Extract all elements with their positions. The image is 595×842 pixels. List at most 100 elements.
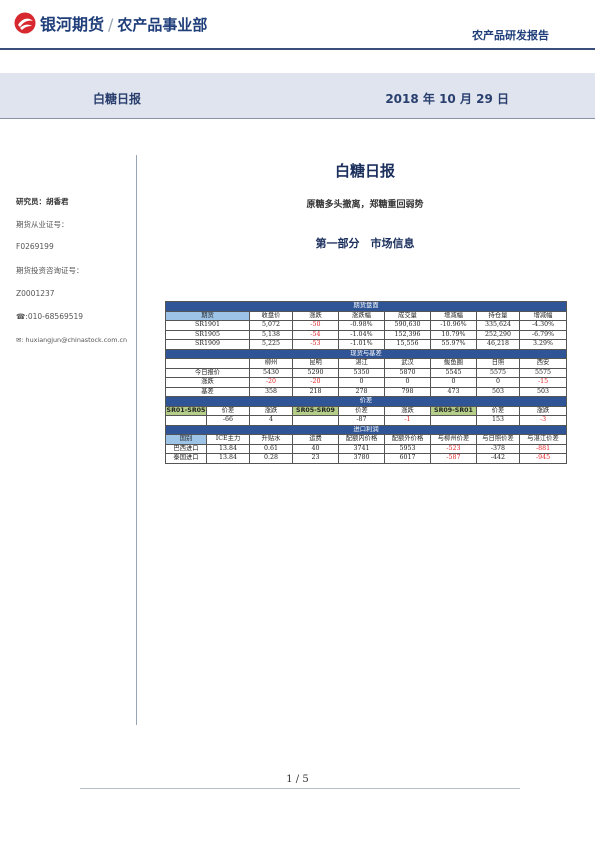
table-cell: 335,624 [476,320,520,331]
column-header: 成交量 [384,310,431,321]
table-cell [430,415,477,426]
column-header: 与日照价差 [476,434,520,445]
table-cell: -945 [518,453,568,464]
email-address[interactable]: ✉: huxiangjun@chinastock.com.cn [16,336,128,344]
table-cell: -1.04% [338,329,385,340]
table-cell: 3780 [338,453,385,464]
column-header: 配额内价格 [338,434,385,445]
table-cell: 今日报价 [165,367,250,378]
banner-divider [0,118,595,119]
column-header: 增减幅 [430,310,477,321]
futures-row: SR1901 5,072 -50 -0.98% 590,630 -10.96% 335,62… [165,320,568,331]
table-cell: SR1905 [165,329,250,340]
table-cell: 5953 [384,443,431,454]
section-header-row: 期货盘面 [164,301,568,312]
sidebar-divider [136,155,137,725]
table-cell: 5870 [384,367,431,378]
table-cell: -10.96% [430,320,477,331]
table-cell: 40 [292,443,339,454]
table-cell: 3.29% [518,339,568,350]
column-header: SR01-SR05 [165,405,207,416]
cert-value: F0269199 [16,242,54,251]
column-header: 涨跌 [249,405,293,416]
table-cell: -1.01% [338,339,385,350]
column-header: 涨跌 [384,405,431,416]
section-header-row: 现货与基差 [164,348,568,359]
column-header [165,358,250,369]
table-cell: -4.30% [518,320,568,331]
banner-date: 2018 年 10 月 29 日 [385,92,509,106]
table-cell: 4 [249,415,293,426]
table-cell: 10.79% [430,329,477,340]
table-cell: 13.84 [206,453,250,464]
spot-row: 今日报价 5430 5290 5350 5870 5545 5575 5575 [165,367,568,378]
section-title: 进口利润 [164,424,568,435]
phone-number: ☎:010-68569519 [16,312,84,321]
banner-report-name: 白糖日报 [93,92,142,106]
report-category: 农产品研发报告 [472,29,549,42]
spot-row: 涨跌 -20 -20 0 0 0 0 -15 [165,377,568,388]
market-data-table: 期货盘面 期货 收盘价 涨跌 涨跌幅 成交量 增减幅 持仓量 增减幅 SR1901 5,072 -50… [164,301,568,464]
table-cell: 473 [430,386,477,397]
researcher-name: 研究员：胡香君 [16,197,69,206]
cert-label: 期货从业证号： [16,220,69,229]
table-cell: 5,138 [249,329,293,340]
table-cell: -587 [430,453,477,464]
spot-header-row: 柳州 昆明 湛江 武汉 鲅鱼圈 日照 西安 [165,358,568,369]
table-cell: 巴西进口 [165,443,207,454]
column-header: 持仓量 [476,310,520,321]
brand-name: 银河期货 / 农产品事业部 [40,11,207,35]
table-cell: -1 [384,415,431,426]
import-row: 巴西进口 13.84 0.61 40 3741 5953 -523 -378 -881 [165,443,568,454]
futures-row: SR1905 5,138 -54 -1.04% 152,396 10.79% 252,290… [165,329,568,340]
column-header: 涨跌幅 [338,310,385,321]
table-cell: 涨跌 [165,377,250,388]
futures-header-row: 期货 收盘价 涨跌 涨跌幅 成交量 增减幅 持仓量 增减幅 [165,310,568,321]
table-cell: -54 [292,329,339,340]
table-cell: -15 [518,377,568,388]
table-cell: -6.79% [518,329,568,340]
title-banner [0,73,595,118]
table-cell: 泰国进口 [165,453,207,464]
section-title: 价差 [164,396,568,407]
table-cell: 基差 [165,386,250,397]
report-title: 白糖日报 [334,162,395,180]
table-cell: -53 [292,339,339,350]
table-cell: 0.61 [249,443,293,454]
column-header: 湛江 [338,358,385,369]
consult-label: 期货投资咨询证号： [16,266,84,275]
column-header: 与湛江价差 [518,434,568,445]
table-cell: 13.84 [206,443,250,454]
header-divider [0,48,595,50]
column-header: 价差 [476,405,520,416]
column-header: SR05-SR09 [292,405,339,416]
table-cell: 3741 [338,443,385,454]
column-header: 价差 [338,405,385,416]
table-cell: 46,218 [476,339,520,350]
table-cell: -20 [249,377,293,388]
table-cell: 503 [518,386,568,397]
column-header: 价差 [206,405,250,416]
table-cell: 5545 [430,367,477,378]
column-header: 与柳州价差 [430,434,477,445]
column-header: 升贴水 [249,434,293,445]
table-cell: 798 [384,386,431,397]
table-cell: -523 [430,443,477,454]
column-header: 期货 [165,310,250,321]
section-title: 期货盘面 [164,301,568,312]
table-cell: -50 [292,320,339,331]
column-header: 武汉 [384,358,431,369]
section-header-row: 价差 [164,396,568,407]
import-row: 泰国进口 13.84 0.28 23 3780 6017 -587 -442 -945 [165,453,568,464]
section-title: 现货与基差 [164,348,568,359]
import-header-row: 国别 ICE主力 升贴水 运费 配额内价格 配额外价格 与柳州价差 与日照价差 与湛江价差 [165,434,568,445]
table-cell: 0 [384,377,431,388]
table-cell: 0 [338,377,385,388]
table-cell: 6017 [384,453,431,464]
table-cell: 252,290 [476,329,520,340]
column-header: 增减幅 [518,310,568,321]
table-cell: -66 [206,415,250,426]
table-cell: 5,072 [249,320,293,331]
table-cell: 5290 [292,367,339,378]
table-cell: 503 [476,386,520,397]
